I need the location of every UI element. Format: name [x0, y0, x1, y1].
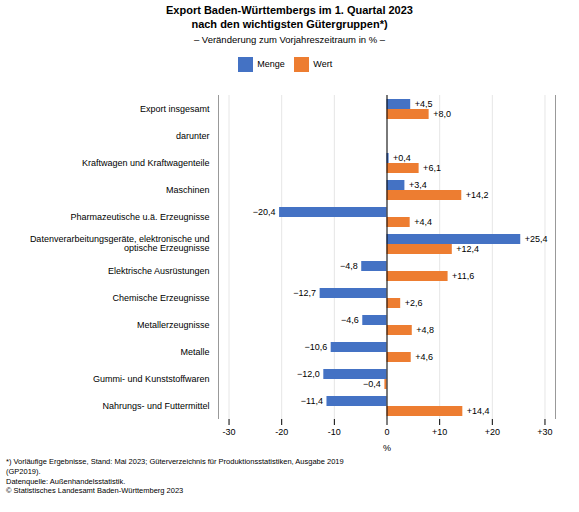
svg-text:−12,7: −12,7: [293, 288, 316, 298]
html-text:(GP2019).: (GP2019).: [6, 466, 41, 476]
svg-text:+4,4: +4,4: [414, 217, 432, 227]
html-text:– Veränderung zum Vorjahreszei: – Veränderung zum Vorjahreszeitraum in %…: [193, 33, 386, 45]
svg-text:+10: +10: [432, 427, 447, 437]
svg-text:Nahrungs- und Futtermittel: Nahrungs- und Futtermittel: [102, 401, 209, 411]
svg-text:Export insgesamt: Export insgesamt: [140, 104, 210, 114]
svg-text:Metallerzeugnisse: Metallerzeugnisse: [137, 320, 210, 330]
svg-text:Kraftwagen und Kraftwagenteile: Kraftwagen und Kraftwagenteile: [82, 158, 210, 168]
html-text:© Statistisches Landesamt Bade: © Statistisches Landesamt Baden-Württemb…: [6, 486, 184, 496]
svg-text:Maschinen: Maschinen: [166, 185, 210, 195]
svg-text:−20,4: −20,4: [253, 207, 276, 217]
svg-text:Gummi- und Kunststoffwaren: Gummi- und Kunststoffwaren: [93, 374, 209, 384]
svg-text:Datenverarbeitungsgeräte, elek: Datenverarbeitungsgeräte, elektronische …: [30, 234, 210, 253]
svg-text:+30: +30: [537, 427, 552, 437]
svg-text:Elektrische Ausrüstungen: Elektrische Ausrüstungen: [108, 266, 210, 276]
svg-text:−11,4: −11,4: [301, 396, 323, 406]
svg-text:%: %: [383, 443, 391, 453]
svg-text:+14,4: +14,4: [467, 406, 490, 416]
svg-text:−4,8: −4,8: [340, 261, 358, 271]
svg-text:+4,8: +4,8: [416, 325, 434, 335]
svg-text:+0,4: +0,4: [393, 153, 411, 163]
html-text:Export Baden-Württembergs im 1: Export Baden-Württembergs im 1. Quartal …: [166, 4, 413, 30]
svg-text:+25,4: +25,4: [525, 234, 548, 244]
svg-text:+20: +20: [485, 427, 500, 437]
svg-text:-20: -20: [275, 427, 288, 437]
svg-text:+6,1: +6,1: [423, 163, 441, 173]
svg-text:−10,6: −10,6: [304, 342, 327, 352]
svg-text:+11,6: +11,6: [452, 271, 474, 281]
svg-text:+2,6: +2,6: [405, 298, 423, 308]
svg-text:Metalle: Metalle: [180, 347, 209, 357]
svg-text:-30: -30: [223, 427, 236, 437]
svg-text:+8,0: +8,0: [433, 109, 451, 119]
svg-text:−12,0: −12,0: [297, 369, 320, 379]
html-text:Wert: Wert: [313, 59, 333, 69]
svg-text:darunter: darunter: [176, 131, 210, 141]
svg-text:+4,5: +4,5: [415, 99, 433, 109]
svg-text:−0,4: −0,4: [363, 379, 381, 389]
svg-text:+12,4: +12,4: [456, 244, 479, 254]
svg-text:Chemische Erzeugnisse: Chemische Erzeugnisse: [112, 293, 209, 303]
svg-text:0: 0: [384, 427, 389, 437]
html-text:Datenquelle: Außenhandelsstati: Datenquelle: Außenhandelsstatistik.: [6, 476, 126, 486]
html-text:Menge: Menge: [257, 59, 285, 69]
svg-text:+3,4: +3,4: [409, 180, 427, 190]
svg-text:+4,6: +4,6: [415, 352, 433, 362]
svg-text:−4,6: −4,6: [341, 315, 359, 325]
html-text:*) Vorläufige Ergebnisse, Stan: *) Vorläufige Ergebnisse, Stand: Mai 202…: [6, 457, 344, 466]
svg-text:Pharmazeutische u.ä. Erzeugnis: Pharmazeutische u.ä. Erzeugnisse: [70, 212, 209, 222]
svg-text:-10: -10: [328, 427, 341, 437]
svg-text:+14,2: +14,2: [466, 190, 489, 200]
